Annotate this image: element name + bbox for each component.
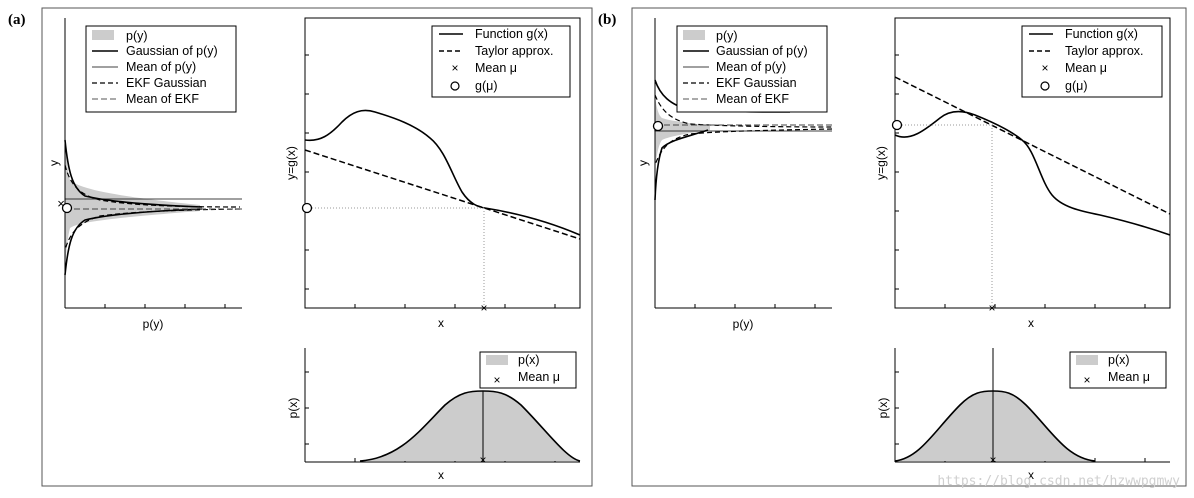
py-legend: p(y) Gaussian of p(y) Mean of p(y) EKF G…: [85, 25, 237, 113]
py-ylabel: y: [47, 160, 61, 166]
px-fill: [360, 391, 580, 461]
py-ticks: [694, 304, 816, 308]
g-ylabel: y=g(x): [284, 146, 298, 180]
watermark: https://blog.csdn.net/hzwwpgmwy: [937, 474, 1180, 489]
py-xlabel: p(y): [733, 317, 754, 331]
g-xlabel: x: [1028, 316, 1034, 330]
panel-b-px-plot: × x p(x) × p(x) Mean μ: [876, 348, 1170, 482]
px-legend-item: p(x): [1108, 353, 1130, 367]
g-function-curve: [894, 110, 1171, 236]
g-legend-item: Function g(x): [475, 27, 548, 41]
g-plot-frame: [304, 17, 581, 309]
svg-text:×: ×: [1083, 373, 1090, 387]
px-ticks: [305, 371, 556, 462]
py-xlabel: p(y): [143, 317, 164, 331]
svg-text:×: ×: [493, 373, 500, 387]
svg-text:×: ×: [451, 61, 458, 75]
panel-b-frame: [631, 7, 1187, 487]
py-ticks: [104, 304, 226, 308]
py-g-mu-marker: [61, 202, 73, 214]
py-fill: [655, 95, 710, 170]
g-legend: × Function g(x) Taylor approx. Mean μ g(…: [1021, 25, 1163, 98]
g-legend: × Function g(x) Taylor approx. Mean μ g(…: [431, 25, 571, 98]
g-xlabel: x: [438, 316, 444, 330]
g-ticks: [895, 54, 1146, 308]
g-function-curve: [304, 109, 581, 236]
px-fill: [895, 391, 1095, 461]
px-legend: × p(x) Mean μ: [1069, 351, 1167, 389]
g-legend-item: Taylor approx.: [1065, 44, 1144, 58]
g-mu-circle: [301, 202, 313, 214]
px-xlabel: x: [438, 468, 444, 482]
g-ticks: [305, 54, 556, 308]
px-legend-item: Mean μ: [1108, 370, 1150, 384]
py-legend-item: Mean of p(y): [716, 60, 786, 74]
py-legend-item: p(y): [716, 29, 738, 43]
py-legend-item: Mean of p(y): [126, 60, 196, 74]
svg-text:×: ×: [1041, 61, 1048, 75]
g-legend-item: Mean μ: [475, 61, 517, 75]
g-ylabel: y=g(x): [874, 146, 888, 180]
py-legend-item: Gaussian of p(y): [126, 44, 218, 58]
px-legend: × p(x) Mean μ: [479, 351, 577, 389]
px-ylabel: p(x): [286, 398, 300, 419]
panel-a-g-plot: × x y=g(x) × Function g(x) Taylor approx…: [284, 17, 581, 330]
py-legend-item: EKF Gaussian: [716, 76, 797, 90]
g-plot-frame: [894, 17, 1171, 309]
panel-b-label: (b): [598, 12, 616, 28]
px-ylabel: p(x): [876, 398, 890, 419]
g-legend-item: Function g(x): [1065, 27, 1138, 41]
py-legend-item: Gaussian of p(y): [716, 44, 808, 58]
px-legend-item: p(x): [518, 353, 540, 367]
px-mean-marker: ×: [989, 453, 996, 467]
panel-b: (b) × p(y) y p: [598, 7, 1187, 487]
py-mean-marker: ×: [57, 196, 65, 211]
g-mean-x-marker: ×: [480, 301, 487, 315]
panel-a: (a) × p(y) y: [8, 7, 593, 487]
g-legend-item: g(μ): [475, 79, 497, 93]
py-legend-item: Mean of EKF: [716, 92, 789, 106]
px-mean-marker: ×: [479, 453, 486, 467]
py-ekf-curve: [654, 94, 833, 166]
g-legend-item: g(μ): [1065, 79, 1087, 93]
panel-b-py-plot: × p(y) y p(y) Gaussian of p(y) Mean of p…: [636, 18, 833, 331]
px-legend-item: Mean μ: [518, 370, 560, 384]
g-mean-x-marker: ×: [988, 301, 995, 315]
g-mu-circle: [891, 119, 903, 131]
py-ekf-curve: [64, 164, 241, 251]
panel-a-px-plot: × x p(x) × p(x) Mean μ: [286, 348, 581, 482]
g-legend-item: Taylor approx.: [475, 44, 554, 58]
g-taylor-line: [894, 76, 1171, 215]
panel-a-py-plot: × p(y) y p(y) Gaussian of p(y) Mean of p…: [47, 18, 242, 331]
panel-a-label: (a): [8, 12, 26, 28]
panel-b-g-plot: × x y=g(x) × Function g(x) Taylor approx…: [874, 17, 1171, 330]
py-legend-item: EKF Gaussian: [126, 76, 207, 90]
py-legend-item: Mean of EKF: [126, 92, 199, 106]
py-ylabel: y: [636, 160, 650, 166]
py-g-mu-marker: [652, 120, 664, 132]
px-xlabel: x: [1028, 468, 1034, 482]
g-taylor-line: [304, 149, 581, 240]
py-legend-item: p(y): [126, 29, 148, 43]
g-legend-item: Mean μ: [1065, 61, 1107, 75]
panel-a-frame: [41, 7, 593, 487]
py-legend: p(y) Gaussian of p(y) Mean of p(y) EKF G…: [676, 25, 828, 113]
